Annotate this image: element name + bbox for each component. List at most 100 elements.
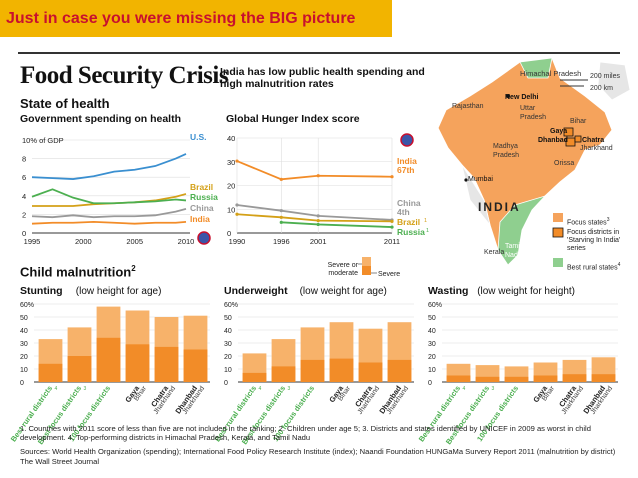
map-south-region — [497, 195, 547, 266]
top-divider — [18, 52, 620, 54]
bar-wasting-severe — [591, 374, 616, 382]
ghi-point-russia — [390, 225, 394, 229]
map-legend-swatch-focus-states — [553, 213, 563, 222]
bar-stunting-severe — [67, 356, 92, 382]
bar-title-stunting: Stunting — [20, 285, 63, 297]
bar-ytick-label: 40 — [20, 328, 28, 335]
ghi-series-line-brazil — [236, 213, 393, 223]
ghi-label-brazil-sup: 1 — [424, 218, 427, 224]
ghi-label-india-rank: 67th — [397, 165, 414, 175]
bar-category-sup: 4 — [55, 386, 58, 392]
ghi-series-line-china — [236, 204, 393, 221]
gov-ytick-label: 0 — [22, 229, 26, 238]
bar-ytick-label: 20 — [224, 354, 232, 361]
ghi-point-china — [235, 203, 239, 207]
map-northeast-region — [597, 61, 631, 101]
ghi-ytick-label: 40 — [227, 134, 235, 143]
ghi-label-india: India — [397, 156, 417, 166]
bar-category-sup: 4 — [463, 386, 466, 392]
bar-title-wasting: Wasting — [428, 285, 468, 297]
ghi-series-line-india — [236, 160, 393, 181]
ghi-label-russia: Russia — [397, 227, 425, 237]
map-label-madhyapradesh: Madhya Pradesh — [493, 143, 520, 159]
banner: Just in case you were missing the BIG pi… — [0, 0, 392, 37]
map-label-tamilnadu: Tamil Nadu — [505, 243, 522, 259]
bar-underweight-severe — [271, 366, 296, 382]
map-label-mumbai: Mumbai — [468, 176, 493, 183]
gov-ytick-label: 8 — [22, 155, 26, 164]
bar-ytick-label: 30 — [224, 341, 232, 348]
gov-ytick-label: 6 — [22, 173, 26, 182]
bar-ytick-label: 10 — [20, 367, 28, 374]
gov-series-line-india — [31, 220, 187, 225]
map-label-gaya: Gaya — [550, 128, 568, 135]
gov-xtick-label: 2000 — [75, 237, 92, 246]
map-label-himachal: Himachal Pradesh — [520, 69, 582, 78]
sources: Sources: World Health Organization (spen… — [20, 447, 616, 456]
bar-ytick-label: 60% — [224, 302, 238, 309]
bar-category-sup: 3 — [84, 386, 87, 392]
ghi-label-brazil: Brazil — [397, 217, 420, 227]
ghi-xtick-label: 1990 — [229, 237, 246, 246]
bar-stunting-severe — [154, 346, 179, 382]
bar-underweight-severe — [300, 359, 325, 382]
bar-ytick-label: 20 — [20, 354, 28, 361]
gov-marker-dot — [197, 231, 211, 245]
bar-ytick-label: 50 — [20, 315, 28, 322]
bar-ytick-label: 50 — [428, 315, 436, 322]
map-label-kerala: Kerala — [484, 249, 505, 256]
map-newdelhi-marker — [506, 94, 510, 98]
state-of-health-heading: State of health — [20, 96, 110, 111]
bar-wasting-severe — [533, 375, 558, 382]
gov-series-label: China — [190, 203, 214, 213]
map-label-jharkhand: Jharkhand — [580, 145, 613, 152]
ghi-point-india — [235, 159, 239, 163]
bar-category-sup: 3 — [492, 386, 495, 392]
map-label-rajasthan: Rajasthan — [452, 103, 484, 110]
gov-xtick-label: 1995 — [24, 237, 41, 246]
ghi-label-china: China — [397, 198, 421, 208]
gov-series-label: U.S. — [190, 132, 207, 142]
bar-underweight-severe — [329, 358, 354, 382]
ghi-label-china-rank: 4th — [397, 207, 410, 217]
ghi-xtick-label: 1996 — [273, 237, 290, 246]
gov-series-label: Brazil — [190, 182, 213, 192]
gov-series-line-china — [31, 207, 187, 219]
gov-series-line-russia — [31, 188, 187, 205]
gov-ytick-label: 10% of GDP — [22, 136, 64, 145]
ghi-point-brazil — [316, 219, 320, 223]
gov-spending-heading: Government spending on health — [20, 113, 182, 125]
bar-ytick-label: 40 — [224, 328, 232, 335]
child-malnutrition-heading: Child malnutrition2 — [20, 264, 136, 280]
gov-series-label: Russia — [190, 192, 218, 202]
map-himachal-region — [519, 57, 553, 79]
bar-ytick-label: 10 — [428, 367, 436, 374]
map-label-orissa: Orissa — [554, 160, 575, 167]
gov-series-line-us — [31, 153, 187, 180]
bar-wasting-severe — [504, 376, 529, 382]
page-subtitle: India has low public health spending and… — [220, 66, 425, 90]
bar-stunting-severe — [183, 349, 208, 382]
ghi-point-russia — [316, 222, 320, 227]
ghi-point-china — [316, 214, 320, 218]
bar-ytick-label: 60% — [428, 302, 442, 309]
bar-ytick-label: 30 — [20, 341, 28, 348]
map-mumbai-marker — [464, 178, 468, 182]
ghi-point-india — [316, 174, 320, 178]
gov-xtick-label: 2010 — [178, 237, 195, 246]
map-scale-miles: 200 miles — [590, 73, 620, 80]
ghi-label-russia-sup: 1 — [426, 228, 429, 234]
ghi-ytick-label: 30 — [227, 158, 235, 167]
bar-stunting-severe — [38, 363, 63, 382]
gov-ytick-label: 2 — [22, 210, 26, 219]
bar-underweight-severe — [358, 362, 383, 382]
ghi-ytick-label: 20 — [227, 182, 235, 191]
bar-wasting-severe — [562, 374, 587, 382]
bar-subtitle-stunting: (low height for age) — [76, 286, 162, 297]
ghi-point-brazil — [390, 219, 394, 223]
map-legend-swatch-focus-districts — [552, 227, 564, 238]
ghi-point-india — [279, 177, 283, 181]
map-scale-km: 200 km — [590, 85, 613, 92]
bar-wasting-severe — [446, 375, 471, 382]
legend-severe-moderate: Severe or moderate — [327, 262, 358, 277]
